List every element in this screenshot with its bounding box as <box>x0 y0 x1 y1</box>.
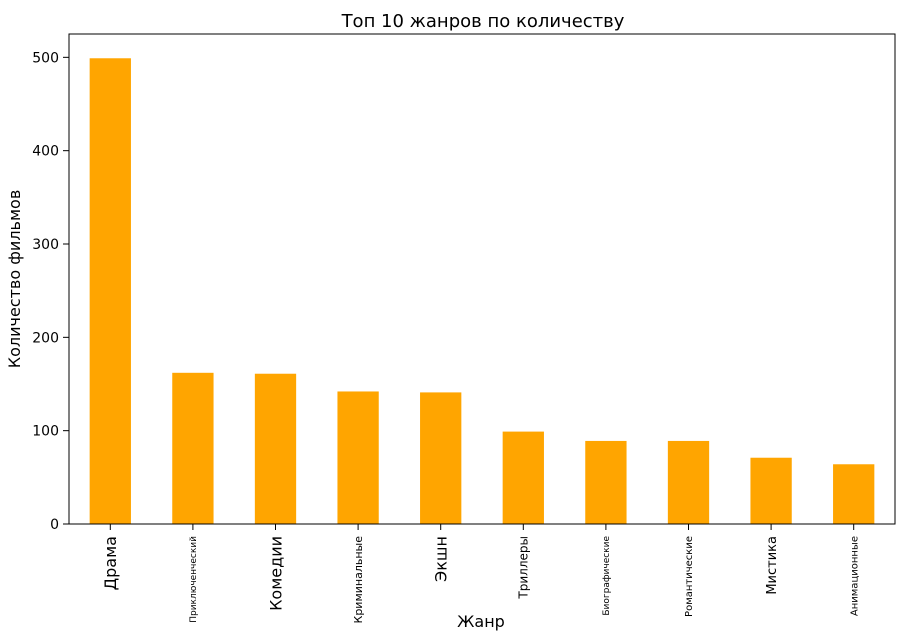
y-tick-label: 400 <box>32 144 59 160</box>
x-tick-label: Криминальные <box>352 536 365 624</box>
y-tick-label: 100 <box>32 424 59 440</box>
bar-3 <box>254 373 297 524</box>
bar-1 <box>89 58 131 525</box>
bar-7 <box>585 440 627 524</box>
bar-2 <box>172 372 214 524</box>
y-tick-label: 300 <box>32 237 59 253</box>
bar-8 <box>667 440 710 524</box>
plot-frame <box>68 33 896 525</box>
bar-6 <box>502 431 544 524</box>
y-tick-label: 200 <box>32 330 59 346</box>
x-tick-label: Приключенческий <box>189 536 199 623</box>
y-tick-label: 0 <box>50 517 59 533</box>
x-tick-label: Экшн <box>431 536 450 582</box>
x-tick-label: Анимационные <box>849 536 860 616</box>
x-axis: Драма Приключенческий Комедии Криминальные Э… <box>101 524 860 623</box>
x-tick-label: Романтические <box>684 536 695 617</box>
x-axis-label: Жанр <box>457 612 505 631</box>
bar-9 <box>750 457 792 524</box>
y-axis: 0 100 200 300 400 500 <box>32 50 69 533</box>
x-tick-label: Драма <box>101 536 120 590</box>
x-tick-label: Триллеры <box>517 536 531 600</box>
bars-layer <box>89 58 875 525</box>
y-axis-label: Количество фильмов <box>5 190 24 369</box>
x-tick-label: Биографические <box>602 536 612 616</box>
bar-4 <box>337 391 379 524</box>
chart-title: Топ 10 жанров по количеству <box>341 11 625 32</box>
x-tick-label: Комедии <box>266 536 285 611</box>
bar-10 <box>833 464 875 524</box>
x-tick-label: Мистика <box>765 536 780 595</box>
y-tick-label: 500 <box>32 50 59 66</box>
bar-5 <box>420 392 462 524</box>
